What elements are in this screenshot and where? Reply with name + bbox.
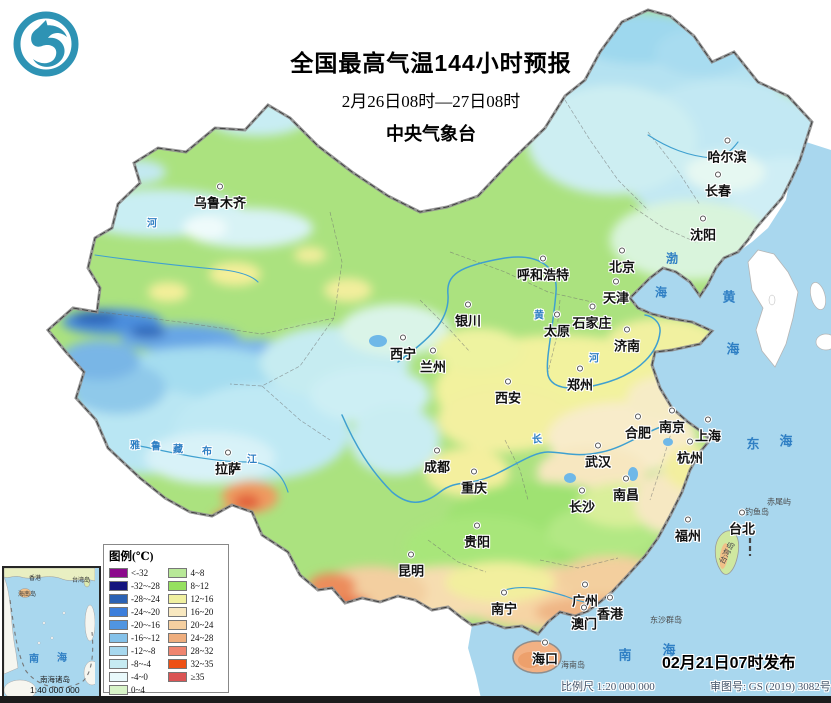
cma-logo: [13, 11, 79, 77]
legend-row: -4~0: [109, 671, 168, 684]
legend-row: -32~-28: [109, 579, 168, 592]
legend-range-label: 4~8: [190, 567, 205, 578]
legend-swatch: [109, 619, 128, 630]
legend-row: 12~16: [168, 592, 224, 605]
inset-scale: 1:40 000 000: [30, 685, 80, 695]
legend-range-label: -24~-20: [131, 606, 160, 617]
legend-swatch: [168, 646, 188, 657]
legend-swatch: [168, 606, 188, 617]
small-island: [768, 294, 776, 306]
legend-row: <-32: [109, 566, 168, 579]
japan-island: [815, 333, 831, 351]
map-title-block: 全国最高气温144小时预报 2月26日08时—27日08时 中央气象台: [231, 44, 631, 146]
legend-range-label: -32~-28: [131, 580, 160, 591]
legend-range-label: -20~-16: [131, 619, 160, 630]
taiwan-island: [714, 530, 740, 575]
inset-tiny-label: 台湾岛: [72, 578, 91, 584]
legend-row: ≥35: [168, 671, 224, 684]
legend-range-label: 20~24: [190, 619, 214, 630]
legend-row: 20~24: [168, 618, 224, 631]
legend-range-label: -8~-4: [131, 659, 151, 670]
inset-sea-label-char: 海: [57, 653, 67, 664]
legend-swatch: [109, 593, 128, 604]
forecast-period: 2月26日08时—27日08时: [341, 92, 521, 111]
legend-row: -20~-16: [109, 618, 168, 631]
legend-title: 图例(℃): [109, 551, 154, 563]
map-scale: 比例尺 1:20 000 000: [561, 681, 655, 693]
legend-row: -24~-20: [109, 605, 168, 618]
legend-swatch: [168, 659, 188, 670]
hainan-island: [512, 640, 562, 674]
legend-range-label: <-32: [131, 567, 149, 578]
legend-range-label: 0~4: [131, 685, 145, 696]
inset-sea-label-char: 南: [29, 654, 39, 665]
bottom-bar: [0, 696, 831, 703]
temperature-legend: 图例(℃) <-32 -32~-28 -28~-24 -24~-20 -20~-16 -1…: [103, 544, 229, 696]
legend-range-label: -16~-12: [131, 633, 160, 644]
legend-swatch: [168, 580, 188, 591]
legend-row: 16~20: [168, 605, 224, 618]
inset-map: [4, 568, 95, 696]
legend-range-label: -4~0: [131, 672, 148, 683]
legend-swatch: [109, 580, 128, 591]
inset-tiny-label: 香港: [29, 576, 42, 582]
legend-row: -12~-8: [109, 645, 168, 658]
inset-islands-label: 南海诸岛: [40, 675, 70, 684]
map-approval-number: 审图号: GS (2019) 3082号: [710, 681, 831, 693]
lakes: [369, 335, 673, 483]
legend-row: -28~-24: [109, 592, 168, 605]
legend-swatch: [168, 593, 188, 604]
south-china-sea-inset: 南 海 香港 台湾岛 海南岛 南海诸岛 1:40 000 000: [2, 566, 101, 702]
legend-range-label: 12~16: [190, 593, 214, 604]
legend-row: -16~-12: [109, 631, 168, 644]
legend-range-label: 8~12: [190, 580, 209, 591]
legend-swatch: [109, 685, 128, 696]
legend-row: 0~4: [109, 684, 168, 697]
page-title: 全国最高气温144小时预报: [290, 50, 572, 76]
legend-swatch: [109, 606, 128, 617]
national-border-dash: [47, 9, 813, 635]
sea-area: [468, 142, 831, 703]
legend-range-label: -12~-8: [131, 646, 156, 657]
korea-landmass: [747, 249, 799, 368]
legend-row: 4~8: [168, 566, 224, 579]
publish-time: 02月21日07时发布: [662, 655, 796, 672]
legend-row: 28~32: [168, 645, 224, 658]
legend-swatch: [168, 672, 188, 683]
legend-swatch: [109, 659, 128, 670]
legend-range-label: 16~20: [190, 606, 214, 617]
legend-row: -8~-4: [109, 658, 168, 671]
legend-swatch: [168, 619, 188, 630]
japan-island: [809, 282, 827, 310]
inset-tiny-label: 海南岛: [18, 592, 37, 598]
legend-range-label: 24~28: [190, 633, 214, 644]
legend-swatch: [109, 646, 128, 657]
legend-range-label: ≥35: [190, 672, 205, 683]
rivers: [94, 134, 739, 604]
legend-swatch: [109, 672, 128, 683]
legend-range-label: 32~35: [190, 659, 214, 670]
legend-row: 8~12: [168, 579, 224, 592]
agency-name: 中央气象台: [386, 124, 476, 144]
legend-column-left: <-32 -32~-28 -28~-24 -24~-20 -20~-16 -16~-12 -…: [109, 566, 168, 697]
legend-swatch: [109, 633, 128, 644]
legend-row: 32~35: [168, 658, 224, 671]
legend-row: 24~28: [168, 631, 224, 644]
legend-column-right: 4~8 8~12 12~16 16~20 20~24 24~28 28~32 32~35 ≥35: [168, 566, 224, 697]
legend-swatch: [168, 567, 188, 578]
legend-swatch: [168, 633, 188, 644]
legend-range-label: 28~32: [190, 646, 214, 657]
legend-range-label: -28~-24: [131, 593, 160, 604]
legend-swatch: [109, 567, 128, 578]
